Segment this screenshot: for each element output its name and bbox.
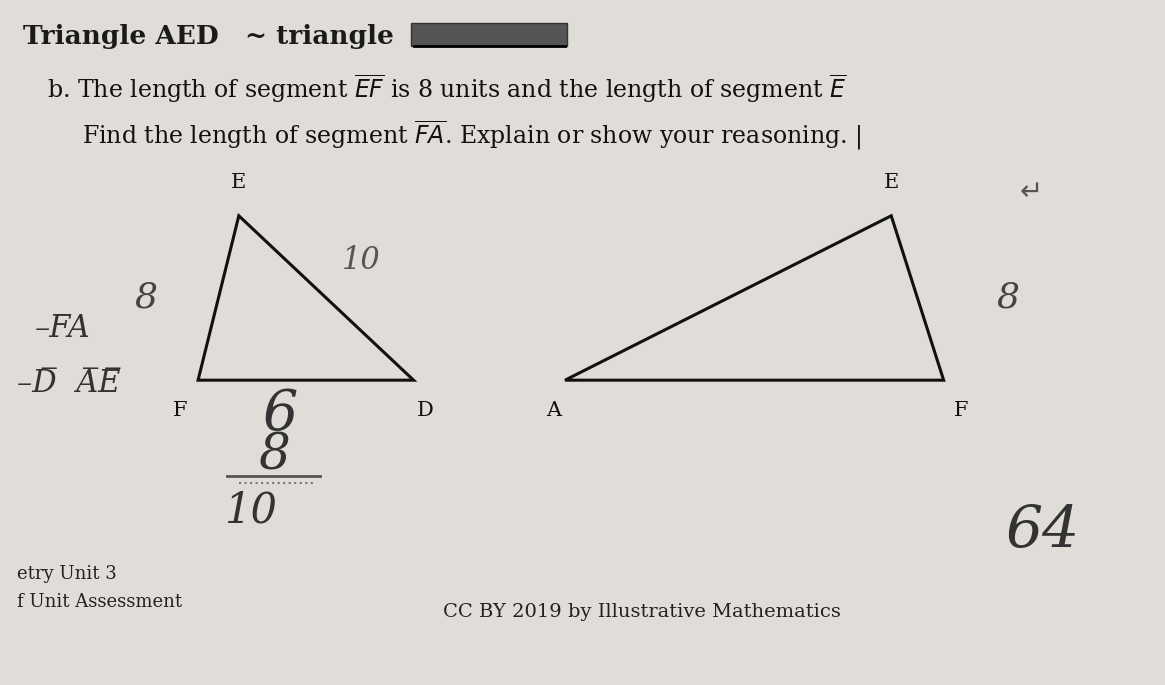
Text: b. The length of segment $\overline{EF}$ is 8 units and the length of segment $\: b. The length of segment $\overline{EF}$… <box>47 72 846 105</box>
Text: 10: 10 <box>224 489 277 532</box>
Text: 64: 64 <box>1005 503 1080 559</box>
FancyBboxPatch shape <box>411 23 567 46</box>
Text: A: A <box>546 401 560 420</box>
Text: –D̅  A̅E̅: –D̅ A̅E̅ <box>17 368 121 399</box>
Text: ~ triangle: ~ triangle <box>245 24 394 49</box>
Text: 6: 6 <box>262 387 297 442</box>
Text: F: F <box>954 401 968 420</box>
Text: etry Unit 3: etry Unit 3 <box>17 565 118 583</box>
Text: F: F <box>174 401 188 420</box>
Text: CC BY 2019 by Illustrative Mathematics: CC BY 2019 by Illustrative Mathematics <box>443 603 841 621</box>
Text: –FA: –FA <box>35 313 91 345</box>
Text: 8: 8 <box>257 431 290 480</box>
Text: E: E <box>883 173 899 192</box>
Text: E: E <box>231 173 247 192</box>
Text: 8: 8 <box>134 281 157 315</box>
Text: 8: 8 <box>996 281 1019 315</box>
Text: f Unit Assessment: f Unit Assessment <box>17 593 183 610</box>
Text: 10: 10 <box>341 245 381 276</box>
Text: Find the length of segment $\overline{FA}$. Explain or show your reasoning. |: Find the length of segment $\overline{FA… <box>82 118 861 151</box>
Text: D: D <box>417 401 433 420</box>
Text: ↵: ↵ <box>1019 178 1043 205</box>
Text: Triangle AED: Triangle AED <box>23 24 219 49</box>
